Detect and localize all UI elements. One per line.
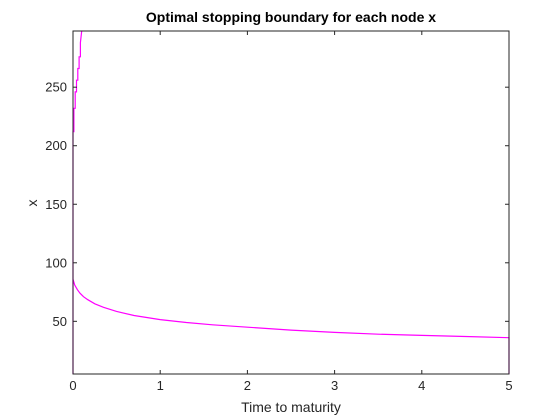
- chart-title: Optimal stopping boundary for each node …: [146, 9, 436, 25]
- x-tick-label: 1: [157, 378, 164, 393]
- plot-area: [73, 31, 509, 374]
- x-axis-label: Time to maturity: [241, 399, 341, 415]
- y-tick-label: 150: [45, 197, 67, 212]
- y-axis-label: x: [24, 200, 40, 207]
- y-tick-label: 100: [45, 255, 67, 270]
- y-tick-label: 200: [45, 138, 67, 153]
- x-tick-label: 5: [505, 378, 512, 393]
- x-tick-label: 4: [418, 378, 425, 393]
- x-tick-label: 2: [244, 378, 251, 393]
- x-tick-label: 0: [69, 378, 76, 393]
- y-tick-label: 50: [53, 314, 67, 329]
- y-tick-label: 250: [45, 80, 67, 95]
- x-tick-label: 3: [331, 378, 338, 393]
